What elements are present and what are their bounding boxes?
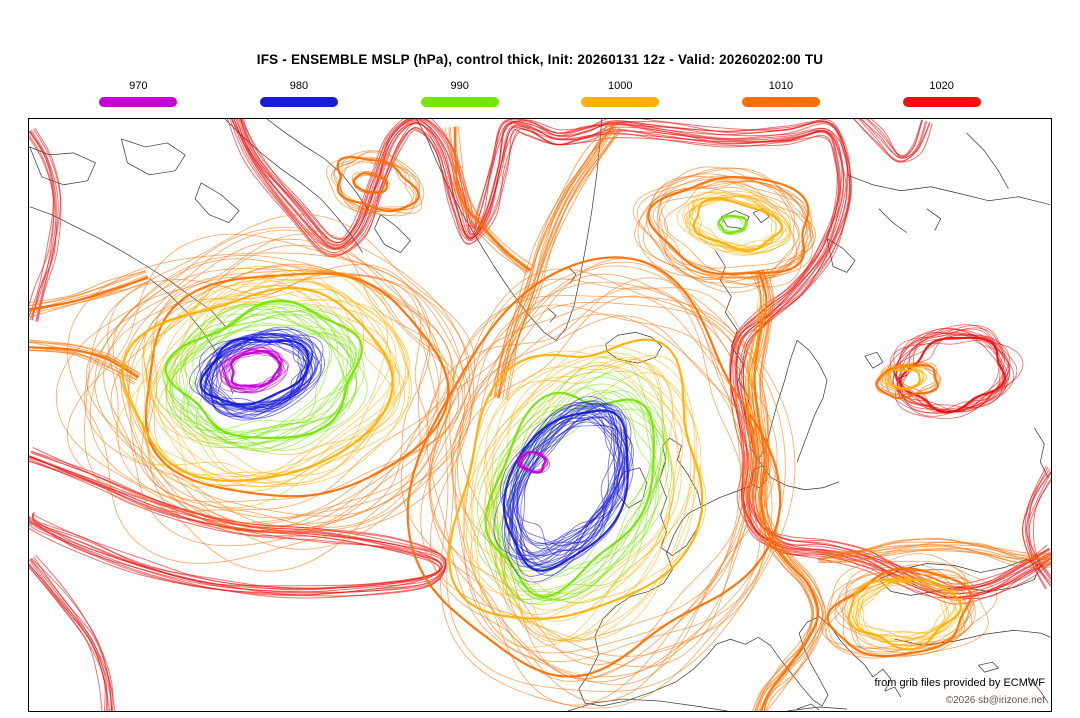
coastline-north-america xyxy=(29,119,411,395)
contour-level-1020 xyxy=(29,119,1051,711)
legend-item-1020: 1020 xyxy=(902,80,981,107)
legend-item-990: 990 xyxy=(420,80,499,107)
legend-label: 990 xyxy=(450,80,469,92)
legend-label: 1010 xyxy=(768,80,794,92)
coastline-europe xyxy=(567,485,902,711)
legend-item-1000: 1000 xyxy=(581,80,660,107)
legend-swatch xyxy=(581,97,660,107)
contour-level-970 xyxy=(217,344,550,474)
legend-swatch xyxy=(259,97,338,107)
legend-swatch xyxy=(902,97,981,107)
ensemble-contours xyxy=(29,119,1051,711)
attribution-copyright: ©2026 sb@irizone.net xyxy=(945,694,1045,706)
legend-item-1010: 1010 xyxy=(741,80,820,107)
legend-label: 1020 xyxy=(929,80,954,92)
map-svg xyxy=(29,119,1051,711)
legend-swatch xyxy=(741,97,820,107)
legend-swatch xyxy=(420,97,499,107)
legend-label: 970 xyxy=(129,80,148,92)
pressure-legend: 970 980 990 1000 1010 1020 xyxy=(0,80,1080,107)
legend-item-980: 980 xyxy=(259,80,338,107)
legend-label: 980 xyxy=(289,80,309,92)
legend-item-970: 970 xyxy=(99,80,178,107)
legend-label: 1000 xyxy=(608,80,633,92)
attribution-source: from grib files provided by ECMWF xyxy=(874,677,1045,690)
chart-title: IFS - ENSEMBLE MSLP (hPa), control thick… xyxy=(256,52,824,67)
map-frame: from grib files provided by ECMWF ©2026 … xyxy=(28,118,1052,712)
attribution: from grib files provided by ECMWF ©2026 … xyxy=(874,675,1045,708)
legend-swatch xyxy=(99,97,178,107)
coastlines xyxy=(29,119,1051,711)
